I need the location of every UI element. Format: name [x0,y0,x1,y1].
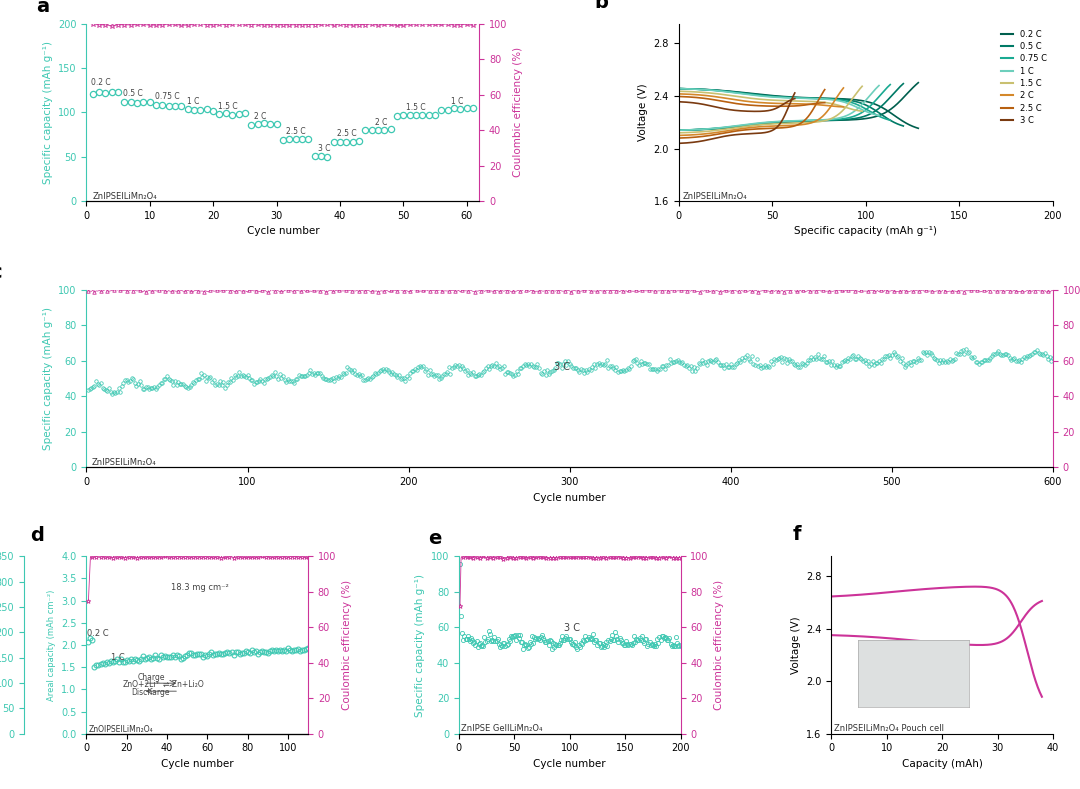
X-axis label: Specific capacity (mAh g⁻¹): Specific capacity (mAh g⁻¹) [795,226,937,237]
Text: 2.5 C: 2.5 C [286,127,306,136]
X-axis label: Cycle number: Cycle number [534,493,606,503]
Text: 3 C: 3 C [564,623,580,633]
Text: 0.5 C: 0.5 C [123,88,143,98]
Y-axis label: Coulombic efficiency (%): Coulombic efficiency (%) [513,47,523,178]
Y-axis label: Voltage (V): Voltage (V) [638,84,648,141]
X-axis label: Cycle number: Cycle number [161,759,233,769]
Text: ZnIPSE GelILiMn₂O₄: ZnIPSE GelILiMn₂O₄ [461,724,542,733]
Legend: 0.2 C, 0.5 C, 0.75 C, 1 C, 1.5 C, 2 C, 2.5 C, 3 C: 0.2 C, 0.5 C, 0.75 C, 1 C, 1.5 C, 2 C, 2… [999,28,1049,126]
Text: f: f [793,525,801,544]
Y-axis label: Voltage (V): Voltage (V) [791,616,800,674]
Y-axis label: Areal capacity (mAh cm⁻²): Areal capacity (mAh cm⁻²) [46,589,56,701]
Text: 2 C: 2 C [255,112,267,121]
Text: 0.2 C: 0.2 C [87,629,109,638]
Text: e: e [428,529,442,548]
Text: 0.75 C: 0.75 C [154,92,179,101]
Text: 1.5 C: 1.5 C [218,102,238,111]
Text: ZnIPSEILiMn₂O₄: ZnIPSEILiMn₂O₄ [91,458,156,467]
Text: ZnO+2Li⁺: ZnO+2Li⁺ [123,680,161,689]
Text: ZnIPSEILiMn₂O₄ Pouch cell: ZnIPSEILiMn₂O₄ Pouch cell [834,724,944,733]
Text: b: b [595,0,608,12]
X-axis label: Cycle number: Cycle number [534,759,606,769]
Text: Discharge: Discharge [132,688,171,697]
Text: a: a [36,0,49,16]
Text: 2 C: 2 C [375,118,387,127]
X-axis label: Capacity (mAh): Capacity (mAh) [902,759,983,769]
Text: 1.5 C: 1.5 C [406,103,427,112]
Text: ZnOIPSEILiMn₂O₄: ZnOIPSEILiMn₂O₄ [89,724,153,734]
Text: 0.2 C: 0.2 C [92,78,111,87]
Text: 3 C: 3 C [554,362,569,372]
Text: 1 C: 1 C [450,96,463,106]
Text: ZnIPSEILiMn₂O₄: ZnIPSEILiMn₂O₄ [93,192,158,200]
Text: ⇌ Zn+Li₂O: ⇌ Zn+Li₂O [163,680,204,689]
Text: ZnIPSEILiMn₂O₄: ZnIPSEILiMn₂O₄ [683,192,747,200]
X-axis label: Cycle number: Cycle number [246,226,320,237]
Text: c: c [0,263,1,282]
Text: Charge: Charge [137,673,164,682]
Y-axis label: Coulombic efficiency (%): Coulombic efficiency (%) [341,580,352,710]
Text: 18.3 mg cm⁻²: 18.3 mg cm⁻² [171,582,229,592]
Y-axis label: Specific capacity (mAh g⁻¹): Specific capacity (mAh g⁻¹) [42,41,53,184]
Text: 1 C: 1 C [110,653,124,662]
Y-axis label: Specific capacity (mAh g⁻¹): Specific capacity (mAh g⁻¹) [415,574,426,716]
Y-axis label: Specific capacity (mAh g⁻¹): Specific capacity (mAh g⁻¹) [43,307,53,451]
Text: 3 C: 3 C [318,144,330,154]
Text: 1 C: 1 C [187,98,199,107]
Text: d: d [30,525,44,544]
Text: 2.5 C: 2.5 C [337,129,356,138]
Y-axis label: Coulombic efficiency (%): Coulombic efficiency (%) [714,580,725,710]
